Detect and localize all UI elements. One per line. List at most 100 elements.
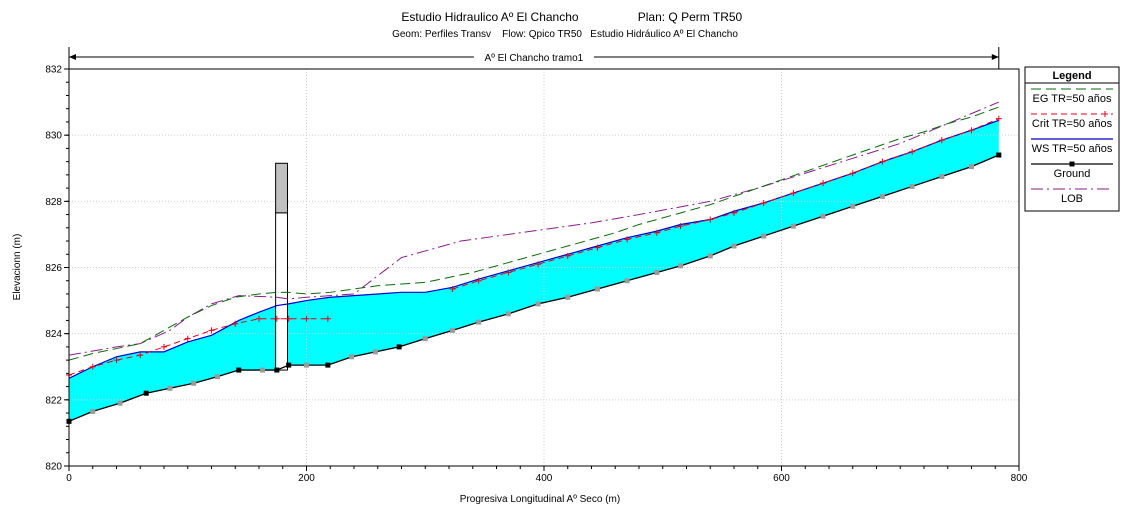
- crit-point: [731, 209, 737, 216]
- crit-point: [535, 261, 542, 268]
- y-tick-label: 822: [45, 395, 62, 406]
- crit-point: [820, 180, 827, 187]
- series-3: [66, 152, 1002, 424]
- water-fill: [69, 120, 999, 422]
- y-axis-label: Elevacionn (m): [12, 234, 23, 301]
- ground-point: [304, 362, 309, 368]
- reach-arrow-right: [991, 54, 999, 60]
- reach-arrow-left: [69, 54, 76, 60]
- reach-label-bg: [473, 50, 594, 63]
- crit-point: [161, 343, 167, 350]
- y-tick-label: 824: [45, 329, 62, 340]
- crit-point: [505, 269, 512, 276]
- crit-point: [968, 127, 975, 134]
- legend-marker: [1102, 111, 1108, 117]
- x-tick-label: 400: [536, 473, 553, 484]
- x-axis-label: Progresiva Longitudinal Aº Seco (m): [460, 494, 620, 505]
- ground-point: [236, 367, 242, 373]
- y-tick-label: 826: [45, 263, 62, 274]
- legend-title: Legend: [1052, 70, 1091, 82]
- series-line: [452, 118, 1000, 290]
- ground-point: [90, 408, 96, 414]
- ground-point: [850, 203, 856, 209]
- ground-point: [909, 183, 915, 189]
- crit-point: [677, 223, 684, 230]
- ground-point: [117, 400, 123, 406]
- crit-point: [184, 335, 191, 342]
- ground-point: [505, 311, 511, 317]
- y-tick-label: 832: [45, 65, 62, 76]
- ground-point: [476, 319, 482, 325]
- crit-point: [232, 320, 239, 327]
- crit-point: [909, 148, 916, 155]
- ground-point: [274, 367, 280, 373]
- x-tick-label: 200: [298, 473, 315, 484]
- ground-point: [996, 152, 1002, 158]
- legend-label: Crit TR=50 años: [1032, 118, 1113, 130]
- ground-point: [143, 390, 149, 396]
- crit-point: [849, 170, 856, 177]
- crit-point: [594, 244, 601, 251]
- ground-point: [939, 174, 945, 180]
- legend-label: EG TR=50 años: [1033, 93, 1112, 105]
- ground-point: [594, 286, 600, 292]
- ground-point: [325, 362, 331, 368]
- ground-point: [286, 362, 292, 368]
- bridge-opening: [275, 212, 288, 371]
- legend-label: WS TR=50 años: [1032, 143, 1113, 155]
- ground-point: [969, 164, 974, 170]
- crit-point: [273, 315, 280, 322]
- ground-point: [731, 243, 737, 249]
- series-0: [68, 106, 999, 361]
- crit-point: [938, 137, 945, 144]
- ground-point: [191, 380, 197, 386]
- axes: 0 200 400 600 800 820 822 824 826 828 830 832: [45, 65, 1027, 485]
- ground-point: [879, 193, 885, 199]
- legend: Legend EG TR=50 años Crit TR=50 años WS TR=…: [1024, 66, 1120, 212]
- series-line: [68, 101, 1000, 356]
- ground-point: [214, 374, 220, 380]
- y-tick-label: 830: [45, 131, 62, 142]
- ground-point: [450, 327, 456, 333]
- reach-label: Aº El Chancho tramo1: [485, 53, 584, 64]
- ground-point: [349, 354, 355, 360]
- ground-point: [820, 213, 826, 219]
- chart-plan: Plan: Q Perm TR50: [638, 10, 743, 24]
- crit-point: [137, 352, 144, 359]
- ground-point: [372, 349, 378, 355]
- crit-point: [113, 357, 120, 364]
- series-4: [68, 101, 1000, 356]
- crit-point: [449, 286, 456, 293]
- bridge-deck: [275, 162, 288, 214]
- y-tick-label: 820: [45, 462, 62, 473]
- x-tick-label: 600: [773, 473, 790, 484]
- ground-point: [260, 367, 266, 373]
- ground-point: [422, 336, 428, 342]
- chart-subtitle: Geom: Perfiles Transv Flow: Qpico TR50 E…: [392, 29, 738, 40]
- crit-point: [324, 315, 331, 322]
- ground-point: [654, 269, 660, 275]
- crit-point: [256, 315, 262, 322]
- crit-point: [564, 252, 571, 259]
- ground-point: [790, 223, 796, 229]
- x-tick-label: 0: [66, 473, 72, 484]
- crit-point: [89, 363, 96, 370]
- legend-marker: [1069, 161, 1075, 167]
- crit-point: [790, 190, 797, 197]
- legend-label: LOB: [1061, 193, 1083, 205]
- ground-point: [678, 263, 684, 269]
- crit-point: [285, 315, 292, 322]
- y-tick-label: 828: [45, 197, 62, 208]
- reach-marker: Aº El Chancho tramo1: [68, 47, 1000, 69]
- crit-point: [760, 199, 767, 206]
- series-line: [68, 106, 999, 361]
- crit-point: [475, 277, 482, 284]
- crit-point: [707, 216, 714, 223]
- crit-point: [653, 229, 660, 236]
- ground-point: [535, 301, 541, 307]
- crit-point: [303, 315, 310, 322]
- ground-point: [707, 253, 713, 259]
- x-tick-label: 800: [1011, 473, 1028, 484]
- chart-title: Estudio Hidraulico Aº El Chancho: [401, 10, 578, 24]
